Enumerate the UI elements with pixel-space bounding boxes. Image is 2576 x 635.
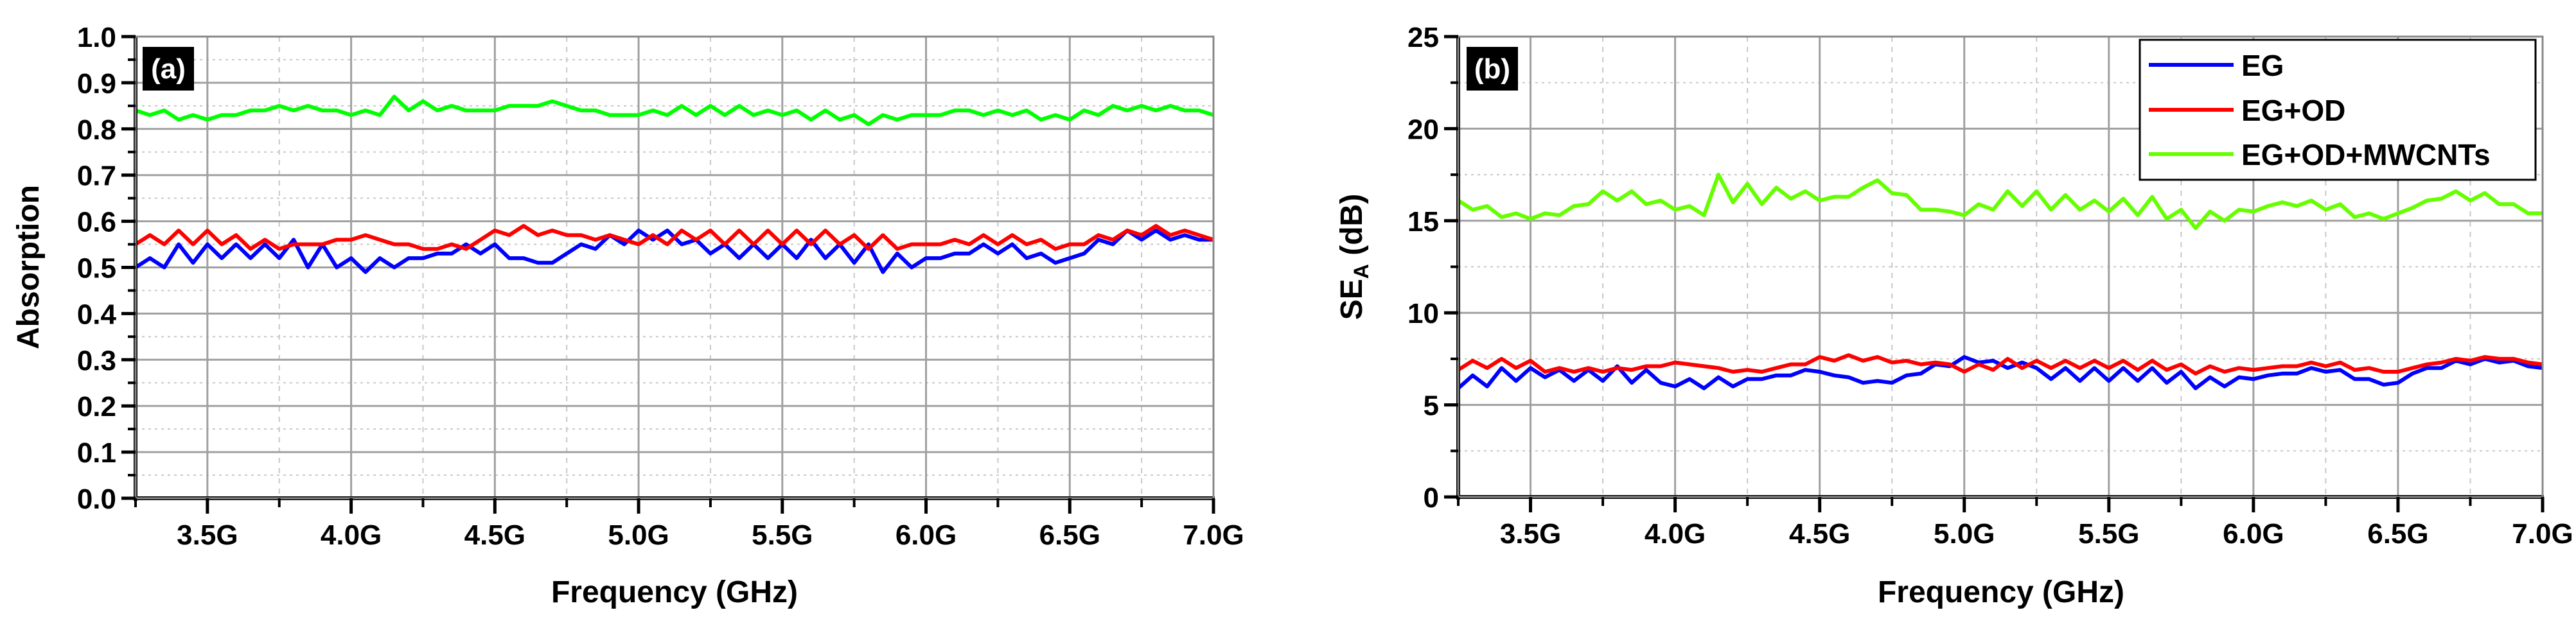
x-tick-label: 6.0G bbox=[2223, 518, 2284, 550]
svg-text:EG: EG bbox=[2241, 49, 2284, 82]
x-tick-label: 3.5G bbox=[177, 519, 238, 551]
y-tick-label: 10 bbox=[1407, 298, 1439, 329]
legend-item-eg-od-mwcnts: EG+OD+MWCNTs bbox=[2149, 138, 2491, 171]
y-tick-label: 25 bbox=[1407, 22, 1439, 53]
panel-label-badge: (b) bbox=[1467, 47, 1518, 91]
y-tick-label: 0.2 bbox=[77, 391, 116, 422]
svg-text:EG+OD+MWCNTs: EG+OD+MWCNTs bbox=[2241, 138, 2491, 171]
x-tick-label: 6.0G bbox=[895, 519, 957, 551]
legend: EG EG+OD EG+OD+MWCNTs bbox=[2139, 39, 2537, 181]
x-tick-label: 5.5G bbox=[752, 519, 813, 551]
x-tick-label: 5.0G bbox=[608, 519, 669, 551]
y-tick-label: 0.1 bbox=[77, 437, 116, 469]
x-tick-label: 4.0G bbox=[1645, 518, 1706, 550]
y-tick-label: 0.8 bbox=[77, 114, 116, 146]
x-axis-title: Frequency (GHz) bbox=[551, 575, 798, 609]
svg-text:EG+OD: EG+OD bbox=[2241, 94, 2345, 127]
x-tick-label: 4.5G bbox=[464, 519, 525, 551]
series-line-eg-od-mwcnts bbox=[1457, 173, 2543, 231]
y-tick-label: 0.6 bbox=[77, 207, 116, 238]
axes: 0.0 0.1 0.2 0.3 0.4 0.5 0.6 0.7 0.8 0.9 1.0 3.5G 4.0… bbox=[77, 22, 1244, 551]
y-axis-title: Absorption bbox=[12, 185, 46, 349]
grid bbox=[136, 35, 1215, 500]
panel-label: (a) bbox=[151, 53, 186, 85]
x-tick-label: 6.5G bbox=[2367, 518, 2428, 550]
x-axis-title: Frequency (GHz) bbox=[1878, 575, 2124, 609]
legend-item-eg: EG bbox=[2149, 49, 2284, 82]
series-line-eg-od bbox=[134, 223, 1214, 251]
shielding-effectiveness-chart: 0 5 10 15 20 25 3.5G 4.0G 4.5G 5.0G 5.5G 6.0G 6.5G 7.… bbox=[1335, 22, 2573, 609]
chart-panel-a: 0.0 0.1 0.2 0.3 0.4 0.5 0.6 0.7 0.8 0.9 1.0 3.5G 4.0… bbox=[0, 0, 1288, 632]
y-tick-label: 0.0 bbox=[77, 483, 116, 515]
y-tick-label: 15 bbox=[1407, 206, 1439, 238]
panel-label-badge: (a) bbox=[143, 47, 194, 91]
y-tick-label: 0 bbox=[1424, 482, 1439, 514]
series-lines bbox=[134, 94, 1214, 274]
chart-panel-b: 0 5 10 15 20 25 3.5G 4.0G 4.5G 5.0G 5.5G 6.0G 6.5G 7.… bbox=[1288, 0, 2576, 632]
y-tick-label: 0.3 bbox=[77, 345, 116, 376]
series-line-eg-od bbox=[1457, 353, 2543, 376]
y-tick-label: 0.4 bbox=[77, 299, 117, 330]
y-tick-label: 1.0 bbox=[77, 22, 116, 53]
absorption-chart: 0.0 0.1 0.2 0.3 0.4 0.5 0.6 0.7 0.8 0.9 1.0 3.5G 4.0… bbox=[12, 22, 1244, 609]
x-tick-label: 7.0G bbox=[1183, 519, 1244, 551]
y-axis-title: SEA (dB) bbox=[1335, 194, 1373, 320]
y-tick-label: 0.7 bbox=[77, 161, 116, 192]
y-tick-label: 0.9 bbox=[77, 68, 116, 100]
legend-item-eg-od: EG+OD bbox=[2149, 94, 2345, 127]
x-tick-label: 3.5G bbox=[1500, 518, 1561, 550]
x-tick-label: 7.0G bbox=[2512, 518, 2573, 550]
x-tick-label: 6.5G bbox=[1039, 519, 1100, 551]
series-lines bbox=[1457, 173, 2543, 390]
y-tick-label: 0.5 bbox=[77, 253, 116, 284]
axes: 0 5 10 15 20 25 3.5G 4.0G 4.5G 5.0G 5.5G 6.0G 6.5G 7.… bbox=[1407, 22, 2573, 550]
x-tick-label: 5.0G bbox=[1934, 518, 1995, 550]
y-tick-label: 5 bbox=[1424, 390, 1439, 422]
x-tick-label: 5.5G bbox=[2078, 518, 2139, 550]
panel-label: (b) bbox=[1474, 53, 1510, 85]
y-tick-label: 20 bbox=[1407, 114, 1439, 145]
x-tick-label: 4.0G bbox=[321, 519, 382, 551]
series-line-eg-od-mwcnts bbox=[135, 94, 1214, 126]
x-tick-label: 4.5G bbox=[1789, 518, 1850, 550]
